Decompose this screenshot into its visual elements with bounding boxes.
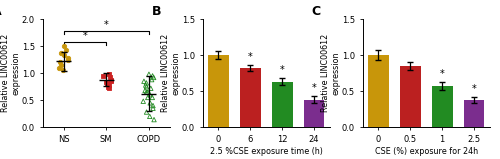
Text: *: * (472, 84, 476, 94)
Point (108, 78, 116, 81)
Point (100, 75, 108, 77)
Point (56, 61, 64, 64)
Bar (208, 55, 229, 127)
Bar (304, 100, 324, 127)
Text: A: A (0, 5, 1, 18)
Point (142, 84, 150, 86)
Point (145, 73, 153, 76)
Point (144, 91, 152, 93)
Text: *: * (312, 83, 316, 93)
Text: *: * (440, 69, 444, 79)
Point (64, 58, 72, 61)
Point (149, 104, 157, 107)
Point (146, 102, 154, 104)
Point (59, 69, 67, 72)
Bar (368, 55, 389, 127)
Point (60, 54, 68, 57)
Point (56, 64, 64, 66)
Text: *: * (104, 21, 108, 30)
X-axis label: 2.5 %CSE exposure time (h): 2.5 %CSE exposure time (h) (210, 147, 322, 156)
Bar (432, 86, 452, 127)
Point (102, 81, 110, 84)
Point (150, 118, 158, 121)
Point (106, 84, 114, 86)
Text: *: * (248, 52, 252, 62)
Point (58, 51, 66, 54)
Point (148, 78, 156, 81)
Point (55, 66, 63, 69)
Bar (272, 82, 292, 127)
Point (146, 93, 154, 96)
Point (149, 107, 157, 110)
Bar (400, 66, 420, 127)
Bar (464, 100, 484, 127)
Point (150, 76, 158, 79)
Point (108, 80, 116, 82)
Point (104, 83, 112, 85)
Point (64, 57, 72, 59)
Point (148, 96, 156, 99)
Point (142, 82, 150, 84)
Y-axis label: Relative LINC00612
expression: Relative LINC00612 expression (1, 34, 20, 112)
Point (142, 111, 150, 113)
Point (60, 45, 68, 47)
Bar (240, 68, 260, 127)
Point (147, 87, 155, 90)
Point (140, 80, 148, 83)
Text: *: * (82, 31, 87, 41)
Point (104, 87, 112, 90)
Text: C: C (312, 5, 320, 18)
Y-axis label: Relative LINC00612
expression: Relative LINC00612 expression (321, 34, 340, 112)
Point (142, 91, 150, 93)
Point (140, 100, 147, 103)
X-axis label: CSE (%) exposure for 24h: CSE (%) exposure for 24h (374, 147, 478, 156)
Point (62, 49, 70, 52)
Y-axis label: Relative LINC00612
expression: Relative LINC00612 expression (161, 34, 180, 112)
Point (146, 115, 154, 118)
Point (142, 85, 150, 88)
Point (141, 89, 149, 92)
Point (104, 85, 112, 88)
Point (106, 73, 114, 76)
Text: *: * (280, 65, 284, 75)
Point (148, 75, 156, 77)
Point (106, 76, 114, 79)
Text: B: B (152, 5, 161, 18)
Point (144, 96, 152, 99)
